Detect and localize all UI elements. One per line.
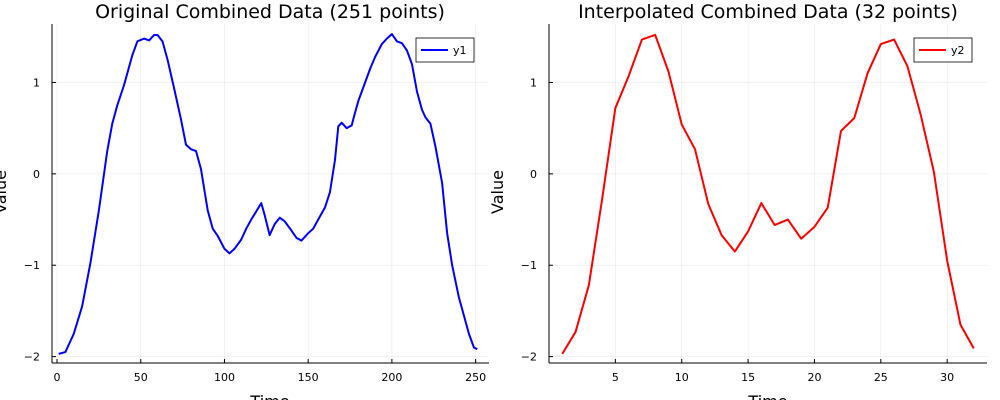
x-tick-label: 5 bbox=[612, 371, 619, 384]
series-line-y1 bbox=[58, 33, 478, 355]
x-tick-label: 100 bbox=[214, 371, 235, 384]
y-tick-label: 0 bbox=[33, 168, 40, 181]
y-tick-label: −1 bbox=[521, 259, 537, 272]
y-axis-label: Value bbox=[0, 170, 10, 214]
y-tick-label: 0 bbox=[530, 168, 537, 181]
y-tick-label: 1 bbox=[33, 76, 40, 89]
x-axis-label: Time bbox=[249, 392, 289, 400]
y-tick-label: −2 bbox=[521, 351, 537, 364]
x-tick-label: 20 bbox=[807, 371, 821, 384]
x-tick-label: 10 bbox=[675, 371, 689, 384]
chart-panel-interpolated: Interpolated Combined Data (32 points) T… bbox=[488, 1, 987, 400]
grid bbox=[52, 24, 489, 363]
x-axis-label: Time bbox=[747, 392, 787, 400]
legend-label: y2 bbox=[951, 44, 965, 57]
grid bbox=[549, 24, 987, 363]
x-tick-label: 150 bbox=[298, 371, 319, 384]
y-tick-label: −1 bbox=[24, 259, 40, 272]
x-tick-label: 30 bbox=[940, 371, 954, 384]
x-tick-label: 50 bbox=[134, 371, 148, 384]
y-axis-label: Value bbox=[488, 170, 507, 214]
x-tick-label: 0 bbox=[54, 371, 61, 384]
legend-label: y1 bbox=[453, 44, 467, 57]
series-line-y2 bbox=[561, 33, 975, 355]
x-tick-label: 250 bbox=[465, 371, 486, 384]
y-tick-label: 1 bbox=[530, 76, 537, 89]
legend: y2 bbox=[913, 37, 973, 63]
chart-panel-original: Original Combined Data (251 points) Time… bbox=[0, 1, 489, 400]
y-tick-label: −2 bbox=[24, 351, 40, 364]
x-tick-label: 15 bbox=[741, 371, 755, 384]
chart-title: Interpolated Combined Data (32 points) bbox=[578, 1, 958, 23]
x-tick-label: 25 bbox=[874, 371, 888, 384]
legend: y1 bbox=[415, 37, 475, 63]
x-tick-label: 200 bbox=[381, 371, 402, 384]
chart-title: Original Combined Data (251 points) bbox=[95, 1, 445, 23]
